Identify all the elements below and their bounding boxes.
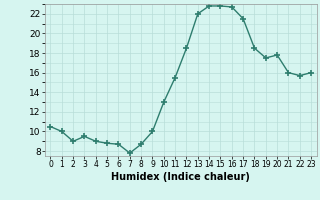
X-axis label: Humidex (Indice chaleur): Humidex (Indice chaleur) xyxy=(111,172,250,182)
